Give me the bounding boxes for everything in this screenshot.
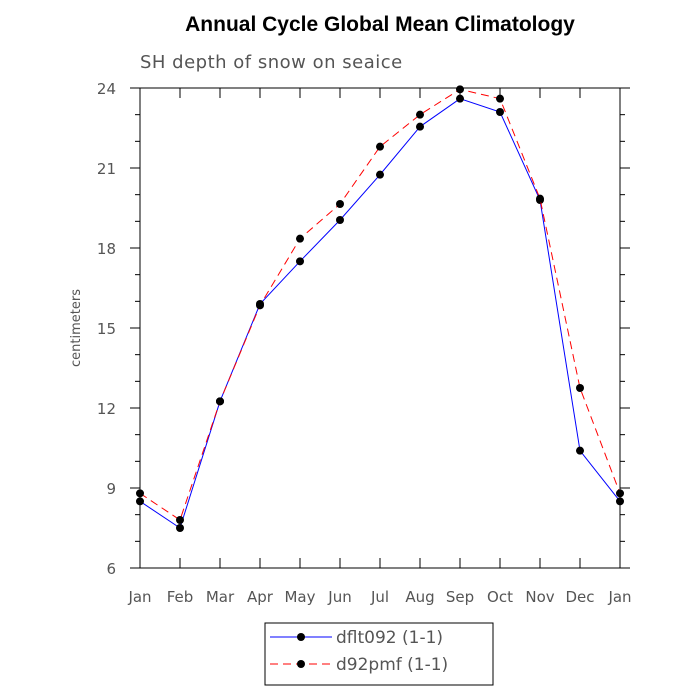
series-1-point [496, 94, 504, 103]
y-tick-label: 21 [97, 160, 116, 178]
legend: dflt092 (1-1) d92pmf (1-1) [264, 622, 494, 686]
legend-label-dflt092: dflt092 (1-1) [336, 628, 443, 648]
y-tick-labels: 6 9 12 15 18 21 24 [97, 80, 116, 578]
series-1-point [136, 489, 144, 498]
legend-box [264, 622, 494, 686]
x-tick-label: Jul [370, 588, 389, 606]
x-tick-label: Apr [247, 588, 274, 606]
series-1-point [536, 194, 544, 203]
series-1-point [376, 142, 384, 151]
x-tick-label: Jan [607, 588, 631, 606]
series-0-point [616, 497, 624, 506]
legend-marker-d92pmf [297, 660, 305, 668]
series-0-point [136, 497, 144, 506]
y-tick-label: 18 [97, 240, 116, 258]
series-1-point [336, 200, 344, 208]
series-1-point [456, 85, 464, 94]
legend-marker-dflt092 [297, 633, 305, 641]
series-line-0 [139, 98, 621, 529]
legend-label-d92pmf: d92pmf (1-1) [336, 655, 448, 675]
series-0-point [296, 257, 304, 266]
plot-frame [139, 87, 621, 569]
series-0-point [576, 446, 584, 455]
y-tick-label: 12 [97, 400, 116, 418]
x-tick-label: Dec [565, 588, 594, 606]
y-tick-label: 6 [106, 560, 116, 578]
series-1-point [256, 301, 264, 310]
y-axis-label: centimeters [69, 289, 84, 367]
series-1-point [616, 489, 624, 498]
y-tick-label: 24 [97, 80, 116, 98]
series-1-point [176, 516, 184, 524]
x-tick-label: Feb [167, 588, 194, 606]
x-tick-label: Jun [327, 588, 351, 606]
x-tick-label: Jan [127, 588, 151, 606]
x-tick-label: Aug [405, 588, 434, 606]
series-0-point [416, 122, 424, 131]
series-1-point [416, 110, 424, 119]
series-0-point [496, 108, 504, 116]
y-tick-label: 9 [106, 480, 116, 498]
series-0-point [176, 524, 184, 532]
series-line-1 [139, 88, 621, 521]
y-tick-label: 15 [97, 320, 116, 338]
chart-subtitle: SH depth of snow on seaice [140, 52, 403, 73]
series-1-point [296, 234, 304, 243]
x-tick-label: Mar [206, 588, 235, 606]
series-group [136, 85, 624, 532]
chart-title: Annual Cycle Global Mean Climatology [185, 13, 575, 36]
axis-ticks [130, 87, 630, 569]
x-tick-label: Nov [525, 588, 554, 606]
series-0-point [336, 216, 344, 224]
series-0-point [456, 94, 464, 103]
x-tick-label: May [284, 588, 315, 606]
x-tick-label: Oct [487, 588, 513, 606]
series-0-point [376, 170, 384, 179]
series-1-point [216, 397, 224, 406]
x-tick-label: Sep [446, 588, 474, 606]
x-tick-labels: Jan Feb Mar Apr May Jun Jul Aug Sep Oct Nov Dec Jan [127, 588, 631, 606]
series-1-point [576, 384, 584, 392]
